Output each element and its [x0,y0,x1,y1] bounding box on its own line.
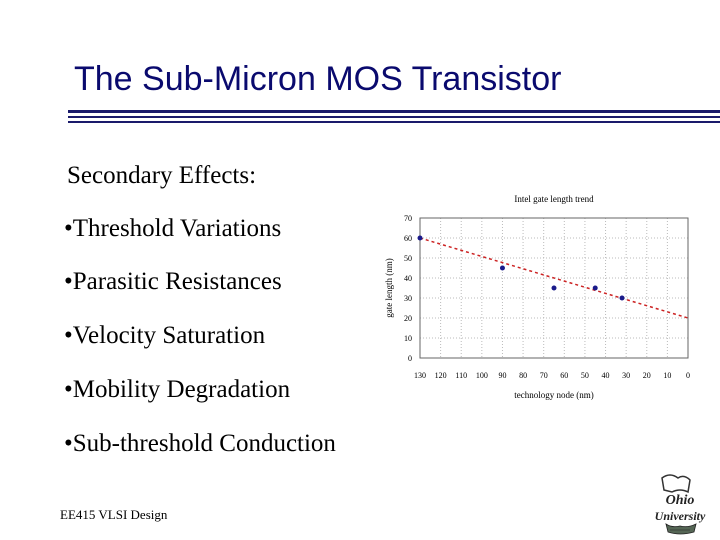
chart-title: Intel gate length trend [514,194,594,204]
slide-title: The Sub-Micron MOS Transistor [74,60,562,98]
bullet-subthreshold-conduction: •Sub-threshold Conduction [64,430,336,457]
bullet-parasitic-resistances: •Parasitic Resistances [64,268,282,295]
y-tick-label: 30 [404,294,412,303]
svg-text:University: University [655,509,706,523]
y-tick-label: 40 [404,274,412,283]
data-point [619,295,625,301]
data-point [551,285,557,291]
y-tick-label: 70 [404,214,412,223]
y-tick-label: 20 [404,314,412,323]
x-tick-label: 10 [663,371,671,380]
x-axis-label: technology node (nm) [514,390,593,400]
gate-length-chart: Intel gate length trend 010203040506070 … [384,194,690,400]
data-point [592,285,598,291]
data-points [417,235,625,301]
x-tick-label: 110 [455,371,467,380]
bullet-threshold-variations: •Threshold Variations [64,215,282,242]
svg-text:Ohio: Ohio [666,493,695,508]
x-tick-label: 20 [643,371,651,380]
bullet-velocity-saturation: •Velocity Saturation [64,322,266,349]
title-rule-thin [68,121,720,123]
section-heading: Secondary Effects: [67,162,257,189]
x-tick-label: 70 [540,371,548,380]
data-point [417,235,423,241]
x-tick-label: 30 [622,371,630,380]
bullet-mobility-degradation: •Mobility Degradation [64,376,291,403]
y-tick-label: 50 [404,254,412,263]
y-tick-labels: 0 10 20 30 40 50 60 70 [404,214,412,363]
y-tick-label: 0 [408,354,412,363]
footer-course-name: EE415 VLSI Design [60,507,168,522]
x-tick-label: 40 [602,371,610,380]
y-axis-label: gate length (nm) [384,258,394,317]
x-tick-label: 100 [476,371,488,380]
x-tick-label: 60 [560,371,568,380]
x-tick-label: 80 [519,371,527,380]
title-rule-middle [68,116,720,118]
ohio-university-logo-icon: Ohio University [655,474,706,535]
y-tick-label: 10 [404,334,412,343]
x-tick-label: 130 [414,371,426,380]
x-tick-label: 0 [686,371,690,380]
plot-frame [419,217,689,359]
x-tick-labels: 130 120 110 100 90 80 70 60 50 40 30 20 10 0 [414,371,690,380]
trend-line [419,237,689,319]
x-tick-label: 90 [498,371,506,380]
data-point [499,265,505,271]
y-tick-label: 60 [404,234,412,243]
x-tick-label: 50 [581,371,589,380]
title-rule-thick [68,110,720,113]
x-tick-label: 120 [435,371,447,380]
